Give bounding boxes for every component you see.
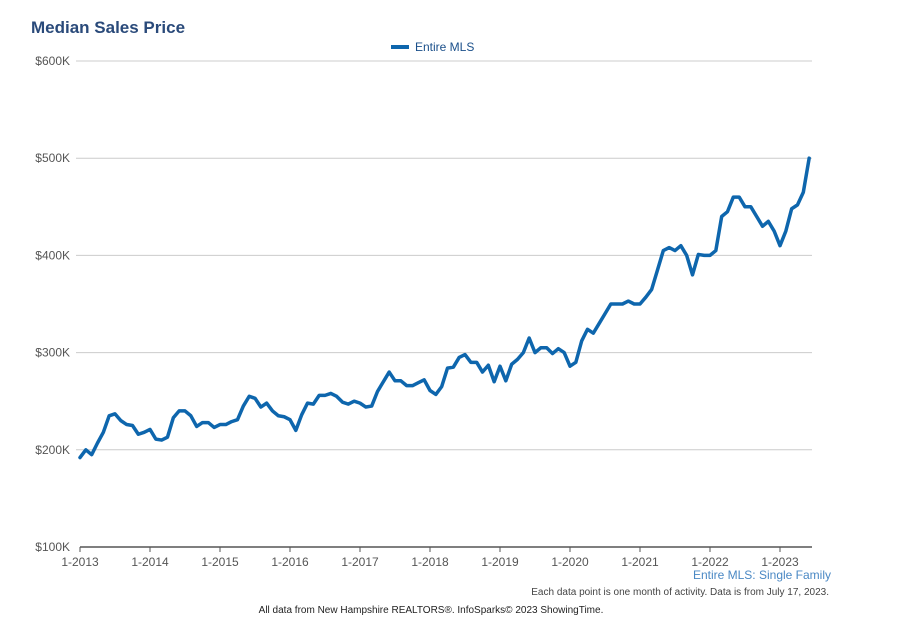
x-tick-label: 1-2013 (61, 555, 99, 569)
legend: Entire MLS (391, 40, 474, 54)
source-footer: All data from New Hampshire REALTORS®. I… (258, 605, 604, 616)
legend-swatch (391, 45, 409, 49)
chart-title: Median Sales Price (31, 18, 186, 37)
data-note: Each data point is one month of activity… (531, 587, 829, 598)
x-tick-label: 1-2022 (691, 555, 729, 569)
series-layer (78, 156, 811, 460)
y-tick-label: $100K (35, 540, 70, 554)
y-axis-ticks: $100K $200K $300K $400K $500K $600K (35, 54, 70, 554)
y-tick-label: $200K (35, 443, 70, 457)
gridlines (76, 60, 812, 451)
x-axis: 1-2013 1-2014 1-2015 1-2016 1-2017 1-2018 1-20… (61, 546, 812, 569)
y-tick-label: $400K (35, 248, 70, 262)
x-tick-label: 1-2015 (201, 555, 239, 569)
x-tick-label: 1-2018 (411, 555, 449, 569)
x-tick-label: 1-2020 (551, 555, 589, 569)
legend-label: Entire MLS (415, 40, 475, 54)
x-tick-label: 1-2023 (761, 555, 799, 569)
series-line-entire-mls (78, 156, 811, 460)
x-tick-label: 1-2021 (621, 555, 659, 569)
x-tick-label: 1-2016 (271, 555, 309, 569)
y-tick-label: $500K (35, 151, 70, 165)
area-label: Entire MLS: Single Family (692, 568, 831, 582)
y-tick-label: $300K (35, 346, 70, 360)
x-tick-label: 1-2014 (131, 555, 169, 569)
y-tick-label: $600K (35, 54, 70, 68)
x-tick-label: 1-2017 (341, 555, 379, 569)
x-tick-label: 1-2019 (481, 555, 519, 569)
